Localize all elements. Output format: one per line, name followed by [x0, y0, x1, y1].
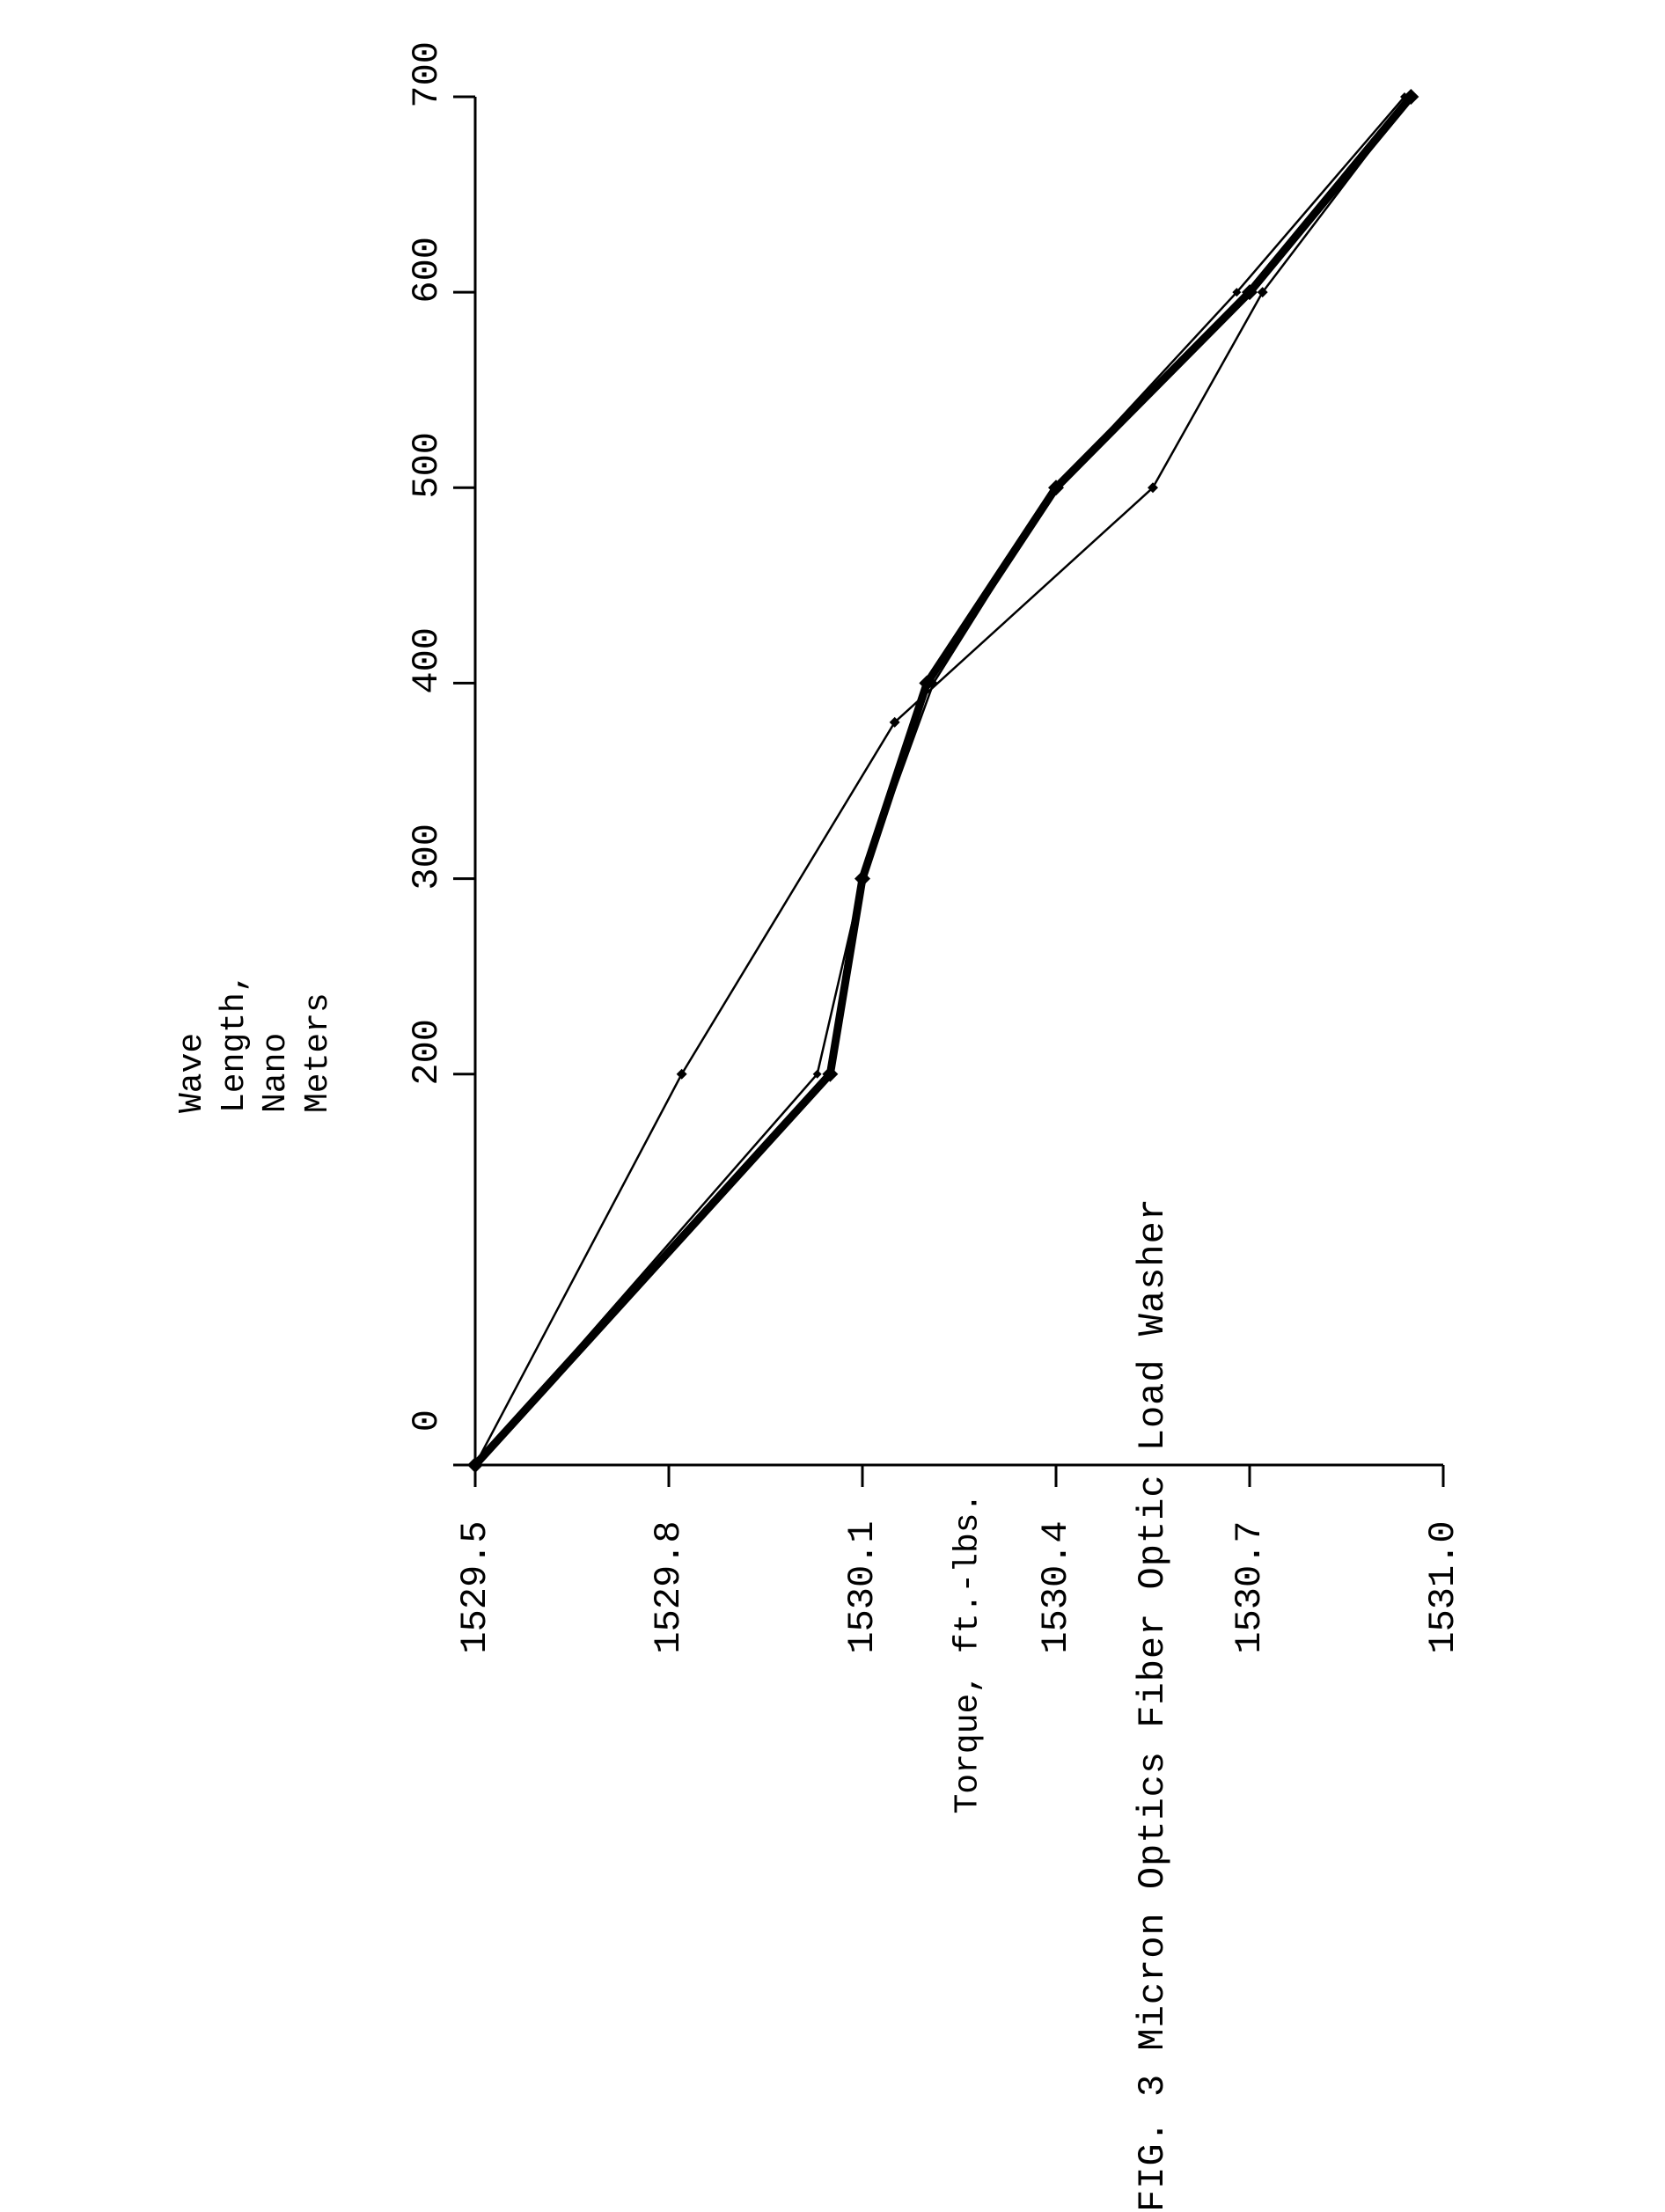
x-axis-tick-label: 300 — [406, 824, 448, 938]
y-axis-tick-label: 1529.8 — [648, 1499, 690, 1675]
y-axis-tick-label: 1530.1 — [841, 1499, 884, 1675]
chart-caption: FIG. 3 Micron Optics Fiber Optic Load Wa… — [1132, 1332, 1174, 2212]
y-axis-tick-label: 1530.4 — [1035, 1499, 1077, 1675]
x-axis-tick-label: 400 — [406, 627, 448, 742]
y-axis-tick-label: 1529.5 — [454, 1499, 496, 1675]
x-axis-label: Torque, ft.-lbs. — [950, 1462, 987, 1814]
y-axis-tick-label: 1531.0 — [1422, 1499, 1464, 1675]
chart-container: 1531.0 1530.7 1530.4 1530.1 1529.8 1529.5 0 20… — [0, 0, 1665, 1982]
x-axis-tick-label: 0 — [406, 1410, 448, 1524]
x-axis-tick-label: 200 — [406, 1019, 448, 1133]
x-axis-tick-label: 600 — [406, 237, 448, 351]
x-axis-tick-label: 700 — [406, 41, 448, 156]
x-axis-tick-label: 500 — [406, 432, 448, 546]
y-axis-tick-label: 1530.7 — [1229, 1499, 1271, 1675]
y-axis-label: Wave Length, Nano Meters — [172, 884, 339, 1113]
